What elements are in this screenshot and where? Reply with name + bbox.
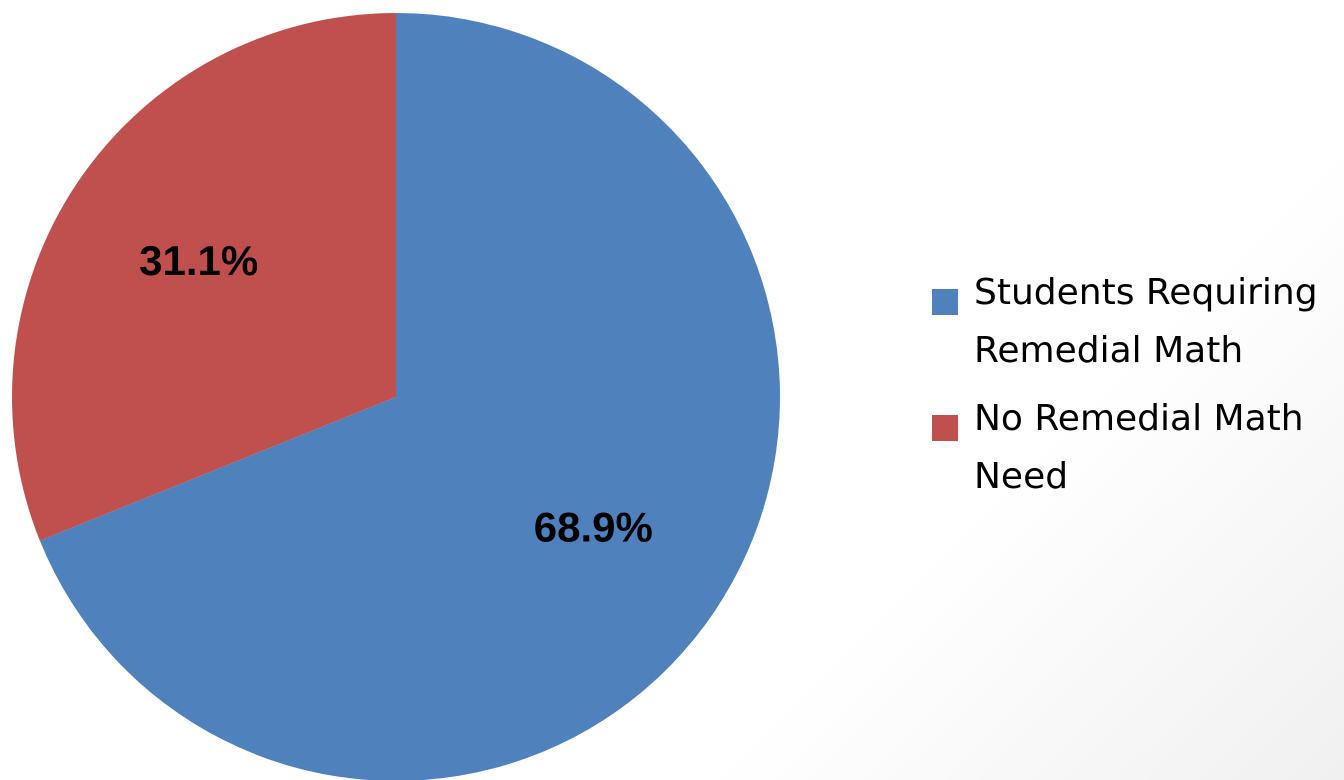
legend-label: Students Requiring Remedial Math xyxy=(974,272,1318,371)
pie-slices xyxy=(11,13,781,780)
legend-item-no-remedial-math-need: No Remedial Math Need xyxy=(932,390,1344,506)
data-label-no-remedial-math-need: 31.1% xyxy=(139,237,258,284)
pie-data-labels: 68.9% 31.1% xyxy=(139,237,653,550)
chart-legend: Students Requiring Remedial Math No Reme… xyxy=(932,264,1344,516)
pie-slice-no-remedial-math-need xyxy=(11,13,397,541)
legend-label: No Remedial Math Need xyxy=(974,398,1304,497)
legend-swatch-students-requiring-remedial-math xyxy=(932,289,958,315)
legend-item-students-requiring-remedial-math: Students Requiring Remedial Math xyxy=(932,264,1344,380)
data-label-students-requiring-remedial-math: 68.9% xyxy=(534,503,653,550)
legend-swatch-no-remedial-math-need xyxy=(932,415,958,441)
pie-slice-students-requiring-remedial-math xyxy=(39,13,781,780)
